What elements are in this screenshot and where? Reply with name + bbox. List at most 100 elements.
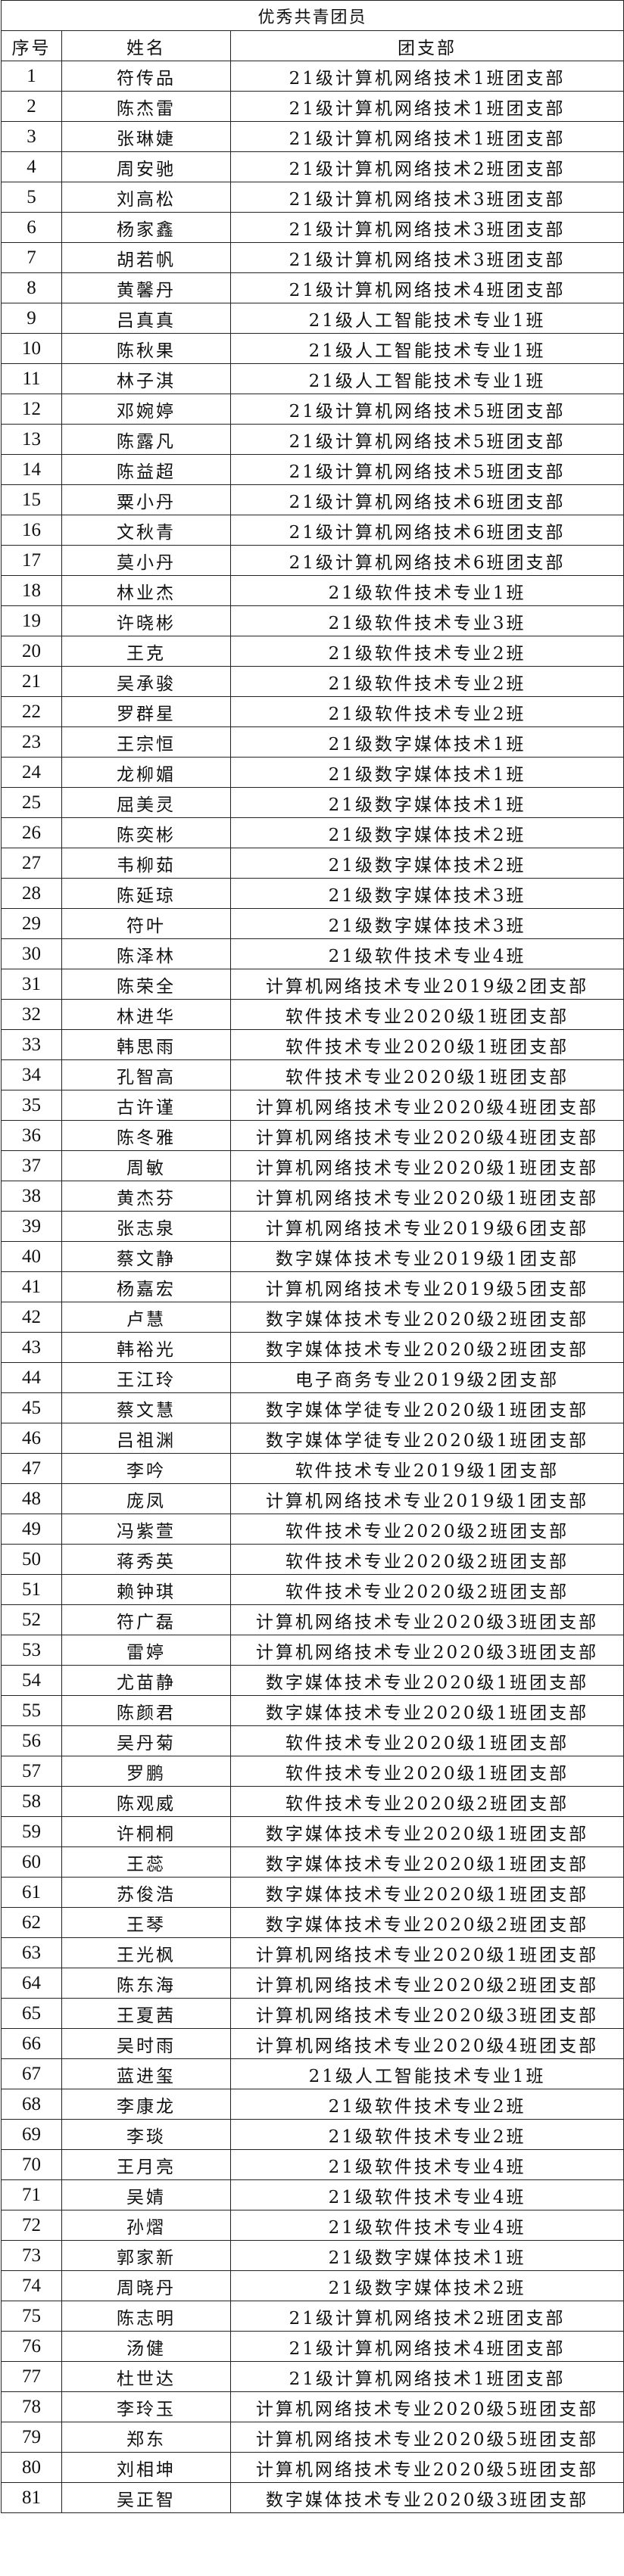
header-number: 序号 <box>1 30 62 61</box>
row-number: 55 <box>1 1695 62 1726</box>
member-name: 陈观威 <box>61 1786 231 1817</box>
member-name: 庞凤 <box>61 1483 231 1514</box>
table-row: 19 许晓彬 21级软件技术专业3班 <box>1 605 624 636</box>
member-branch: 21级人工智能技术专业1班 <box>229 363 624 394</box>
member-branch: 21级数字媒体技术3班 <box>229 878 624 909</box>
member-branch: 21级软件技术专业2班 <box>229 666 624 697</box>
member-name: 古许谨 <box>61 1090 231 1121</box>
member-branch: 21级计算机网络技术5班团支部 <box>229 424 624 455</box>
member-name: 王琴 <box>61 1907 231 1938</box>
member-name: 郭家新 <box>61 2240 231 2271</box>
member-name: 粟小丹 <box>61 484 231 515</box>
header-name: 姓名 <box>61 30 231 61</box>
table-row: 38 黄杰芬 计算机网络技术专业2020级1班团支部 <box>1 1181 624 1212</box>
member-branch: 21级软件技术专业1班 <box>229 575 624 606</box>
row-number: 51 <box>1 1574 62 1605</box>
table-row: 42 卢慧 数字媒体技术专业2020级2班团支部 <box>1 1302 624 1333</box>
member-branch: 计算机网络技术专业2020级4班团支部 <box>229 1090 624 1121</box>
row-number: 3 <box>1 121 62 152</box>
member-branch: 21级软件技术专业2班 <box>229 696 624 727</box>
member-branch: 21级计算机网络技术6班团支部 <box>229 515 624 546</box>
member-name: 郑东 <box>61 2422 231 2453</box>
member-name: 李康龙 <box>61 2089 231 2120</box>
header-row: 序号 姓名 团支部 <box>1 30 624 61</box>
member-branch: 软件技术专业2020级2班团支部 <box>229 1574 624 1605</box>
table-row: 79 郑东 计算机网络技术专业2020级5班团支部 <box>1 2422 624 2453</box>
row-number: 24 <box>1 757 62 788</box>
table-row: 16 文秋青 21级计算机网络技术6班团支部 <box>1 515 624 546</box>
member-branch: 计算机网络技术专业2020级4班团支部 <box>229 1120 624 1151</box>
table-row: 80 刘相坤 计算机网络技术专业2020级5班团支部 <box>1 2452 624 2483</box>
table-row: 30 陈泽林 21级软件技术专业4班 <box>1 938 624 969</box>
member-name: 王宗恒 <box>61 726 231 758</box>
member-branch: 数字媒体学徒专业2020级1班团支部 <box>229 1392 624 1423</box>
member-branch: 21级软件技术专业4班 <box>229 2210 624 2241</box>
member-name: 罗群星 <box>61 696 231 727</box>
members-table: 优秀共青团员 序号 姓名 团支部 1 符传品 21级计算机网络技术1班团支部 2 陈杰雷… <box>0 0 624 2513</box>
member-name: 邓婉婷 <box>61 394 231 425</box>
row-number: 67 <box>1 2058 62 2089</box>
row-number: 45 <box>1 1392 62 1423</box>
table-row: 72 孙熠 21级软件技术专业4班 <box>1 2210 624 2241</box>
table-row: 40 蔡文静 数字媒体技术专业2019级1团支部 <box>1 1241 624 1272</box>
member-branch: 软件技术专业2020级1班团支部 <box>229 1059 624 1090</box>
member-branch: 软件技术专业2019级1团支部 <box>229 1453 624 1484</box>
row-number: 63 <box>1 1937 62 1968</box>
member-branch: 计算机网络技术专业2020级3班团支部 <box>229 1604 624 1635</box>
member-name: 蓝进玺 <box>61 2058 231 2089</box>
member-name: 雷婷 <box>61 1635 231 1666</box>
row-number: 16 <box>1 515 62 546</box>
row-number: 42 <box>1 1302 62 1333</box>
member-name: 蔡文静 <box>61 1241 231 1272</box>
member-branch: 21级计算机网络技术4班团支部 <box>229 272 624 303</box>
member-name: 符广磊 <box>61 1604 231 1635</box>
row-number: 46 <box>1 1423 62 1454</box>
row-number: 50 <box>1 1544 62 1575</box>
member-branch: 21级软件技术专业4班 <box>229 2179 624 2210</box>
table-row: 41 杨嘉宏 计算机网络技术专业2019级5团支部 <box>1 1271 624 1302</box>
member-name: 吴丹菊 <box>61 1725 231 1756</box>
table-row: 75 陈志明 21级计算机网络技术2班团支部 <box>1 2301 624 2332</box>
member-name: 吴承骏 <box>61 666 231 697</box>
member-name: 蒋秀英 <box>61 1544 231 1575</box>
row-number: 60 <box>1 1846 62 1878</box>
member-name: 韩思雨 <box>61 1029 231 1060</box>
member-name: 陈泽林 <box>61 938 231 969</box>
member-branch: 21级数字媒体技术1班 <box>229 726 624 758</box>
row-number: 58 <box>1 1786 62 1817</box>
member-name: 吴正智 <box>61 2482 231 2513</box>
member-branch: 计算机网络技术专业2020级5班团支部 <box>229 2391 624 2422</box>
member-name: 陈露凡 <box>61 424 231 455</box>
row-number: 21 <box>1 666 62 697</box>
row-number: 62 <box>1 1907 62 1938</box>
member-name: 王光枫 <box>61 1937 231 1968</box>
member-name: 陈益超 <box>61 454 231 485</box>
member-branch: 21级软件技术专业4班 <box>229 938 624 969</box>
row-number: 25 <box>1 787 62 818</box>
row-number: 41 <box>1 1271 62 1302</box>
row-number: 10 <box>1 333 62 364</box>
member-branch: 计算机网络技术专业2019级5团支部 <box>229 1271 624 1302</box>
row-number: 78 <box>1 2391 62 2422</box>
row-number: 34 <box>1 1059 62 1090</box>
row-number: 68 <box>1 2089 62 2120</box>
table-row: 26 陈奕彬 21级数字媒体技术2班 <box>1 817 624 848</box>
member-branch: 21级计算机网络技术3班团支部 <box>229 212 624 243</box>
row-number: 30 <box>1 938 62 969</box>
member-name: 文秋青 <box>61 515 231 546</box>
table-row: 27 韦柳茹 21级数字媒体技术2班 <box>1 848 624 879</box>
table-row: 3 张琳婕 21级计算机网络技术1班团支部 <box>1 121 624 152</box>
row-number: 72 <box>1 2210 62 2241</box>
row-number: 29 <box>1 908 62 939</box>
row-number: 64 <box>1 1968 62 1999</box>
row-number: 54 <box>1 1665 62 1696</box>
row-number: 1 <box>1 61 62 92</box>
member-branch: 21级人工智能技术专业1班 <box>229 333 624 364</box>
row-number: 81 <box>1 2482 62 2513</box>
table-row: 15 粟小丹 21级计算机网络技术6班团支部 <box>1 484 624 515</box>
table-row: 33 韩思雨 软件技术专业2020级1班团支部 <box>1 1029 624 1060</box>
table-row: 13 陈露凡 21级计算机网络技术5班团支部 <box>1 424 624 455</box>
row-number: 7 <box>1 242 62 273</box>
table-row: 51 赖钟琪 软件技术专业2020级2班团支部 <box>1 1574 624 1605</box>
member-branch: 电子商务专业2019级2团支部 <box>229 1362 624 1393</box>
